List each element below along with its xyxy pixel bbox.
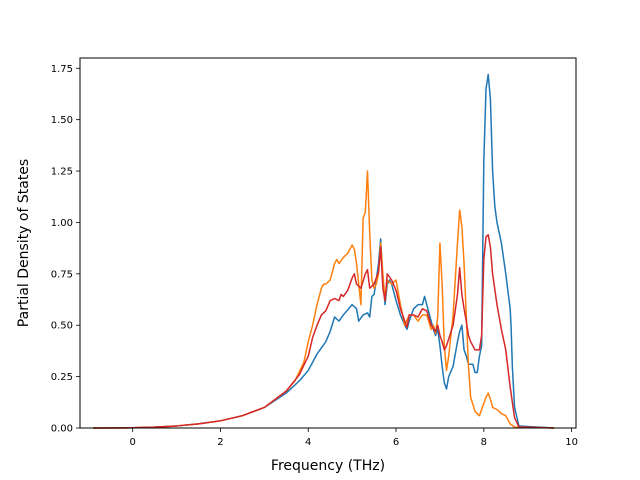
y-tick-label: 1.25 <box>51 167 73 178</box>
y-tick-label: 1.75 <box>51 64 73 75</box>
x-tick-label: 4 <box>305 437 311 448</box>
series-line-3 <box>93 234 555 429</box>
x-tick-label: 10 <box>565 437 578 448</box>
plot-area <box>79 57 577 429</box>
x-tick-label: 8 <box>481 437 487 448</box>
series-line-1 <box>93 73 555 429</box>
x-tick-label: 0 <box>129 437 135 448</box>
y-tick-label: 0.25 <box>51 372 73 383</box>
y-tick-label: 1.00 <box>51 218 73 229</box>
x-axis-label: Frequency (THz) <box>271 458 385 474</box>
y-tick-label: 0.00 <box>51 424 73 435</box>
x-axis-ticks: 0 2 4 6 8 10 <box>129 428 578 448</box>
y-axis-label: Partial Density of States <box>16 159 32 327</box>
y-axis-ticks: 0.00 0.25 0.50 0.75 1.00 1.25 1.50 1.75 <box>51 64 80 435</box>
y-tick-label: 0.50 <box>51 321 73 332</box>
series-line-2 <box>93 170 555 429</box>
y-tick-label: 0.75 <box>51 269 73 280</box>
x-tick-label: 6 <box>393 437 399 448</box>
y-tick-label: 1.50 <box>51 115 73 126</box>
series-layer <box>93 73 555 429</box>
x-tick-label: 2 <box>217 437 223 448</box>
axes-frame <box>79 57 577 429</box>
